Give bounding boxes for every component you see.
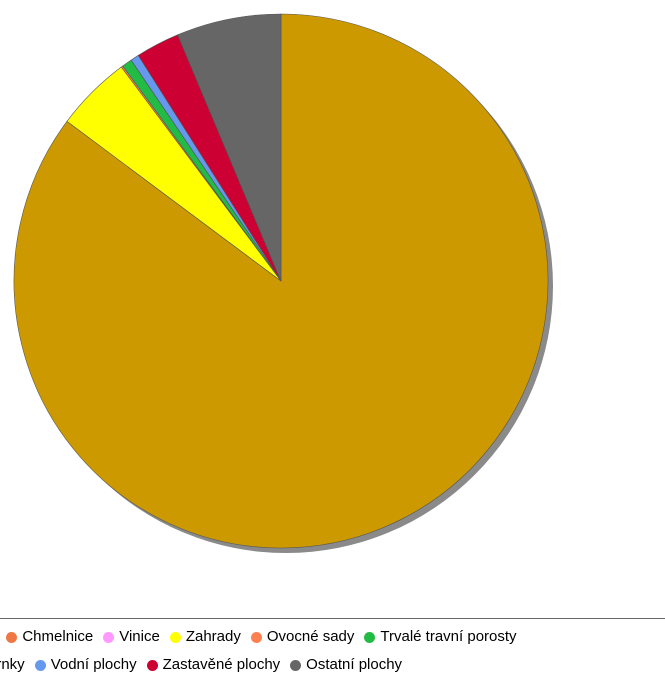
legend-label: ernky	[0, 656, 25, 673]
legend-item[interactable]: Ovocné sady	[249, 628, 355, 646]
legend-label: Chmelnice	[22, 628, 94, 645]
legend-item[interactable]: Zastavěné plochy	[145, 656, 281, 674]
legend-item[interactable]: Trvalé travní porosty	[362, 628, 517, 646]
legend-item[interactable]: ernky	[0, 656, 25, 674]
legend-swatch-icon	[290, 659, 302, 671]
legend-label: Zastavěné plochy	[162, 656, 281, 673]
legend-swatch-icon	[169, 631, 181, 643]
legend-label: Zahrady	[185, 628, 241, 645]
legend: aChmelniceViniceZahradyOvocné sadyTrvalé…	[0, 618, 665, 675]
legend-label: Ovocné sady	[266, 628, 355, 645]
pie-plot-area	[13, 13, 553, 553]
legend-item[interactable]: Vinice	[101, 628, 160, 646]
legend-swatch-icon	[6, 631, 18, 643]
legend-row-1: aChmelniceViniceZahradyOvocné sadyTrvalé…	[0, 625, 525, 649]
pie-slice-9[interactable]	[177, 13, 282, 282]
legend-label: Trvalé travní porosty	[380, 628, 517, 645]
legend-swatch-icon	[250, 631, 262, 643]
legend-swatch-icon	[103, 631, 115, 643]
legend-label: Ostatní plochy	[306, 656, 403, 673]
legend-swatch-icon	[146, 659, 158, 671]
legend-label: Vodní plochy	[50, 656, 137, 673]
legend-item[interactable]: Ostatní plochy	[288, 656, 402, 674]
legend-item[interactable]: Vodní plochy	[33, 656, 137, 674]
legend-item[interactable]: Zahrady	[168, 628, 241, 646]
pie-slices	[13, 13, 549, 549]
legend-swatch-icon	[34, 659, 46, 671]
legend-label: Vinice	[119, 628, 160, 645]
legend-row-2: ernky Vodní plochy Zastavěné plochy Ostatní…	[0, 653, 410, 675]
legend-swatch-icon	[364, 631, 376, 643]
legend-item[interactable]: Chmelnice	[4, 628, 93, 646]
